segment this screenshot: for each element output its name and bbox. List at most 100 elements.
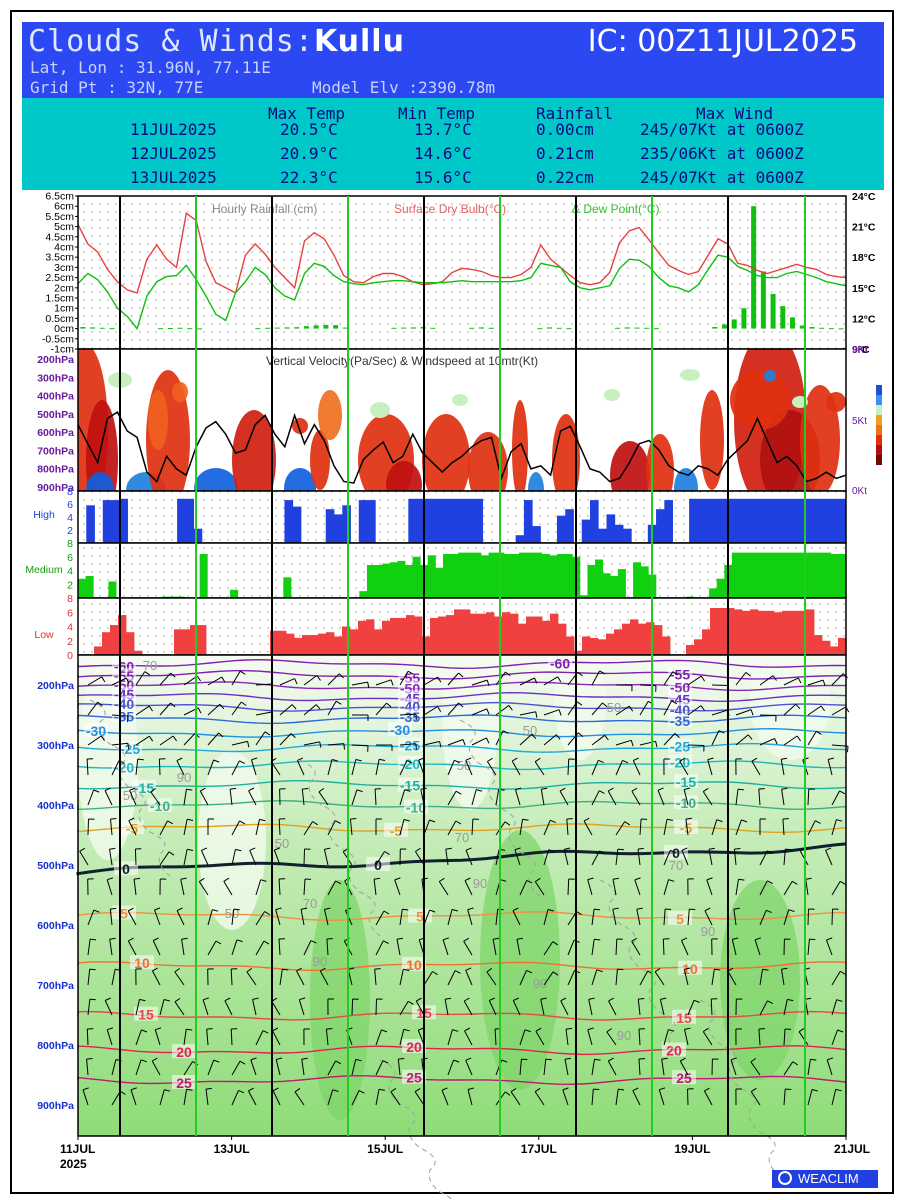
wind-barb: [134, 848, 137, 866]
wind-barb-flag: [741, 819, 748, 823]
wind-barb: [663, 850, 671, 866]
rain-bar: [430, 327, 436, 329]
wind-barb-flag: [781, 787, 788, 790]
wind-barb: [296, 970, 305, 986]
cloud-bar: [815, 552, 824, 598]
wind-barb-flag: [206, 1028, 213, 1030]
wind-barb-flag: [693, 999, 700, 1003]
cloud-tick-label: 6: [67, 499, 73, 511]
moist-area: [310, 880, 370, 1120]
wind-barb: [104, 1000, 113, 1016]
wind-barb-flag: [130, 1087, 137, 1091]
cloud-bar: [118, 615, 127, 655]
wind-barb-flag: [343, 743, 345, 750]
wind-barb-flag: [767, 850, 773, 855]
wind-barb: [735, 879, 739, 896]
cloud-bar: [587, 565, 596, 598]
contour-label-bg: [134, 1006, 158, 1021]
wind-barb: [683, 789, 689, 806]
wind-barb: [351, 759, 357, 776]
wind-barb-flag: [187, 818, 194, 821]
wind-barb: [414, 851, 425, 866]
contour-label-bg: [398, 777, 422, 792]
wind-barb: [631, 790, 641, 806]
cloud-bar: [771, 498, 781, 543]
wind-barb: [711, 730, 720, 746]
wind-barb-flag: [596, 969, 603, 973]
wind-barb: [733, 909, 737, 926]
windspeed-line: [77, 411, 847, 484]
wind-barb-flag: [624, 821, 631, 826]
temperature-contour-label: 10: [406, 957, 422, 973]
wind-barb-flag: [250, 1057, 257, 1061]
cloud-bar: [193, 528, 203, 543]
temp-tick-label: 24°C: [852, 191, 876, 203]
wind-barb-flag: [318, 787, 325, 793]
wind-barb-flag: [604, 734, 609, 741]
cloud-bar: [796, 498, 806, 543]
cloud-bar: [709, 588, 718, 598]
wind-barb: [231, 849, 236, 866]
wind-barb: [639, 970, 649, 986]
temperature-contour-label: -15: [134, 780, 154, 796]
temperature-contour-label: 25: [676, 1070, 692, 1086]
cloud-tick-label: 2: [67, 579, 73, 591]
moist-area: [720, 880, 800, 1080]
wind-barb: [807, 788, 810, 806]
temperature-contour-label: -20: [400, 756, 420, 772]
wind-barb-flag: [390, 679, 394, 686]
cloud-bar: [302, 635, 311, 655]
vertical-velocity-panel: 200hPa 300hPa 400hPa 500hPa 600hPa 700hPa 800h…: [37, 345, 882, 497]
wind-barb-flag: [176, 757, 183, 762]
rainfall-temp-panel: 6.5cm6cm5.5cm5cm4.5cm4cm3.5cm3cm2.5cm2cm…: [42, 191, 876, 357]
temperature-contour-label: 5: [416, 909, 424, 925]
wind-barb: [495, 789, 500, 806]
contour-label-bg: [130, 955, 154, 970]
wind-barb: [519, 1029, 526, 1046]
wind-barb-flag: [797, 677, 802, 684]
wind-barb-flag: [455, 790, 462, 795]
humidity-contour-label: 90: [313, 954, 327, 969]
wind-barb-flag: [104, 787, 111, 792]
wind-barb-flag: [564, 847, 571, 850]
wind-barb-flag: [301, 1057, 308, 1060]
low-cloud-panel: 8 6 4 2 Low 0: [34, 593, 847, 662]
wind-barb: [543, 849, 550, 866]
wind-barb: [465, 970, 473, 986]
wind-barb: [798, 1031, 809, 1046]
contour-label-bg: [172, 1044, 196, 1059]
rain-tick-label: 4.5cm: [45, 231, 74, 243]
cloud-bar: [598, 528, 607, 543]
wind-barb-flag: [796, 735, 802, 742]
day-lines: [119, 196, 806, 1136]
wind-barb: [111, 760, 120, 776]
wind-barb-flag: [418, 1027, 425, 1031]
wind-barb: [303, 940, 312, 956]
cloud-bar: [438, 616, 447, 655]
wind-barb: [681, 850, 689, 866]
wind-barb: [152, 940, 161, 956]
rain-bar: [653, 328, 659, 330]
wind-barb-flag: [716, 819, 723, 823]
cloud-bar: [798, 610, 807, 655]
cloud-bar: [614, 524, 624, 543]
cloud-bar: [342, 626, 351, 655]
wind-barb: [301, 1059, 305, 1076]
temperature-contour-label: -50: [670, 679, 690, 695]
wind-barb: [631, 941, 641, 956]
wind-barb-flag: [109, 937, 116, 940]
wind-barb-flag: [714, 968, 721, 971]
cloud-bar: [102, 500, 112, 543]
wind-barb: [180, 879, 185, 896]
wind-barb-flag: [442, 937, 449, 941]
cloud-bar: [519, 552, 528, 598]
wind-barb: [303, 704, 317, 716]
cloud-bar: [792, 552, 801, 598]
wind-barb: [707, 759, 713, 776]
date-tick-label: 13JUL: [214, 1142, 250, 1156]
wind-barb-flag: [151, 1057, 158, 1062]
cloud-bar: [358, 500, 368, 543]
wind-barb-flag: [312, 821, 318, 826]
wind-barb: [685, 819, 689, 836]
wind-barb-flag: [335, 1060, 342, 1065]
